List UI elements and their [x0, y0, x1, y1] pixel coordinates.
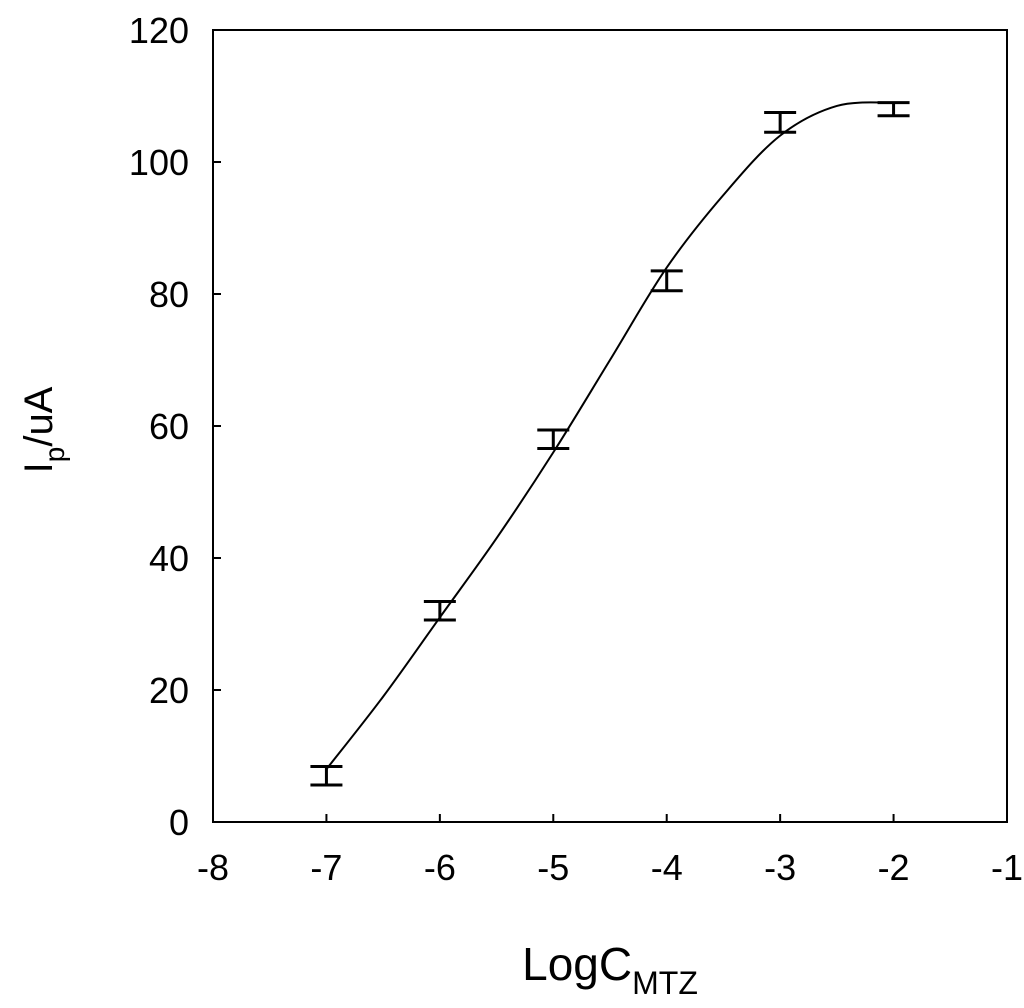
y-tick-label: 100 — [129, 142, 189, 183]
y-label-subscript: p — [39, 447, 70, 463]
y-tick-label: 0 — [169, 802, 189, 843]
x-tick-label: -7 — [310, 847, 342, 888]
y-tick-label: 40 — [149, 538, 189, 579]
x-label-subscript: MTZ — [632, 965, 698, 1001]
x-tick-label: -1 — [991, 847, 1023, 888]
y-label-main: I — [17, 462, 61, 473]
x-axis-label: LogCMTZ — [522, 938, 698, 1001]
y-tick-label: 60 — [149, 406, 189, 447]
fit-curve — [325, 101, 894, 770]
x-tick-label: -8 — [197, 847, 229, 888]
y-tick-label: 80 — [149, 274, 189, 315]
error-bar — [537, 428, 570, 450]
y-tick-label: 120 — [129, 10, 189, 51]
error-bar — [877, 101, 910, 118]
plot-frame — [212, 29, 1008, 823]
x-tick-label: -5 — [537, 847, 569, 888]
error-bar — [310, 765, 343, 787]
error-bar — [764, 111, 797, 134]
y-axis-label: Ip/uA — [17, 386, 70, 473]
x-tick-label: -6 — [424, 847, 456, 888]
y-tick-label: 20 — [149, 670, 189, 711]
error-bar — [650, 269, 683, 293]
y-label-suffix: /uA — [17, 386, 61, 446]
x-tick-label: -4 — [651, 847, 683, 888]
x-tick-label: -3 — [764, 847, 796, 888]
x-tick-label: -2 — [878, 847, 910, 888]
x-label-main: LogC — [522, 938, 632, 990]
